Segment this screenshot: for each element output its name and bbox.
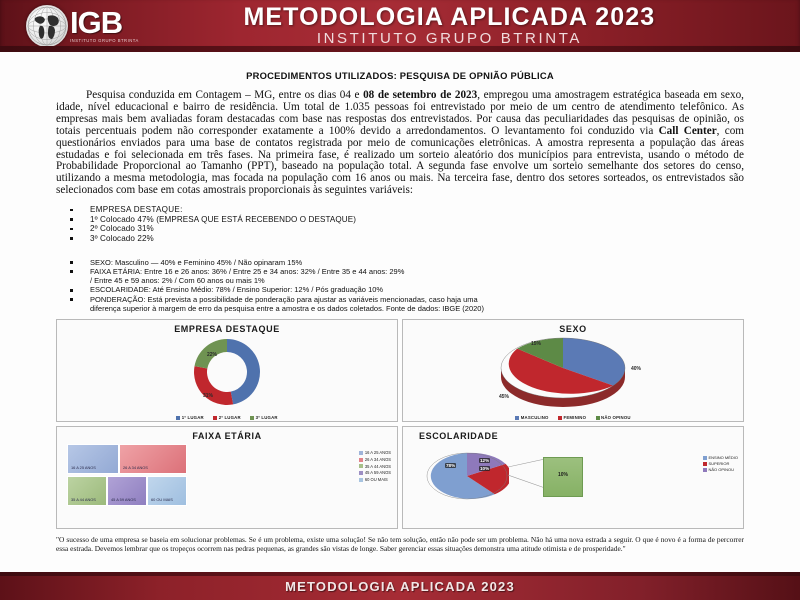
secondary-plot-bar: 10% (543, 457, 583, 498)
pie-label-2: 45% (499, 394, 510, 400)
treemap-cell: 45 A 59 ANOS (107, 476, 147, 507)
treemap-cell-label: 26 A 34 ANOS (123, 464, 148, 470)
treemap-cell: 26 A 34 ANOS (119, 444, 187, 475)
list-item-continuation: / Entre 45 e 59 anos: 2% / Com 60 anos o… (90, 276, 265, 286)
chart-legend: 16 A 25 ANOS 26 A 34 ANOS 35 A 44 ANOS 4… (359, 450, 391, 483)
treemap-cell-label: 16 A 25 ANOS (71, 464, 96, 470)
chart-plot-area: 16 A 25 ANOS 26 A 34 ANOS 35 A 44 ANOS 4… (57, 441, 397, 517)
list-item: 3º Colocado 22% (56, 234, 744, 244)
brand-logo: IGB INSTITUTO GRUPO BTRINTA (26, 5, 139, 47)
globe-icon (26, 5, 68, 47)
legend-item: FEMININO (558, 415, 586, 420)
chart-legend: MASCULINO FEMININO NÃO OPINOU (403, 415, 743, 420)
chart-title: FAIXA ETÁRIA (192, 431, 262, 442)
donut-label-3: 22% (207, 352, 218, 358)
pie-label-1: 78% (445, 463, 457, 469)
section-title: PROCEDIMENTOS UTILIZADOS: PESQUISA DE OP… (246, 70, 554, 81)
page-title: METODOLOGIA APLICADA 2023 (243, 3, 656, 31)
bullet-list-variaveis: SEXO: Masculino — 40% e Feminino 45% / N… (56, 258, 744, 314)
logo-initials: IGB (70, 5, 123, 40)
charts-grid: EMPRESA DESTAQUE 22% 31% (56, 319, 744, 530)
chart-plot-area: 78% 12% 10% 10% ENSINO MÉDIO SUPERIOR NÃ… (403, 441, 743, 517)
list-item: 1º Colocado 47% (EMPRESA QUE ESTÁ RECEBE… (56, 215, 744, 225)
legend-item: 45 A 59 ANOS (359, 470, 391, 477)
chart-title: SEXO (559, 324, 587, 335)
secondary-plot-label: 10% (557, 472, 568, 479)
pie-label-1: 40% (631, 366, 642, 372)
treemap-cell: 60 OU MAIS (147, 476, 187, 507)
legend-item: 26 A 34 ANOS (359, 457, 391, 464)
treemap-cell-label: 45 A 59 ANOS (111, 496, 136, 502)
legend-item: MASCULINO (515, 415, 548, 420)
chart-title: EMPRESA DESTAQUE (174, 324, 280, 335)
list-item-continuation: diferença superior à margem de erro da p… (90, 304, 484, 314)
treemap-cell: 35 A 44 ANOS (67, 476, 107, 507)
page-footer: METODOLOGIA APLICADA 2023 (0, 572, 800, 600)
closing-quote: "O sucesso de uma empresa se baseia em s… (56, 535, 744, 553)
pie3d-chart-svg: 15% 45% 40% (499, 338, 642, 408)
bullet-list-empresa: EMPRESA DESTAQUE: 1º Colocado 47% (EMPRE… (56, 205, 744, 243)
chart-escolaridade: ESCOLARIDADE (402, 426, 744, 530)
legend-item: 3º LUGAR (250, 415, 278, 420)
list-item: EMPRESA DESTAQUE: (56, 205, 744, 215)
document-content: PROCEDIMENTOS UTILIZADOS: PESQUISA DE OP… (0, 52, 800, 530)
chart-sexo: SEXO 15 (402, 319, 744, 423)
legend-item: 60 OU MAIS (359, 477, 391, 484)
page-subtitle: INSTITUTO GRUPO BTRINTA (316, 30, 582, 47)
list-item: 2º Colocado 31% (56, 224, 744, 234)
legend-item: NÃO OPINOU (595, 415, 631, 420)
header-title-block: METODOLOGIA APLICADA 2023 INSTITUTO GRUP… (139, 4, 760, 48)
list-item: SEXO: Masculino — 40% e Feminino 45% / N… (56, 258, 744, 267)
footer-title: METODOLOGIA APLICADA 2023 (285, 578, 515, 594)
pie-label-2: 12% (479, 458, 491, 464)
treemap-top-row: 16 A 25 ANOS 26 A 34 ANOS (67, 444, 187, 506)
legend-item: NÃO OPINOU (702, 467, 738, 473)
legend-item: 1º LUGAR (176, 415, 204, 420)
logo-subtitle: INSTITUTO GRUPO BTRINTA (70, 38, 139, 43)
page-header: IGB INSTITUTO GRUPO BTRINTA METODOLOGIA … (0, 0, 800, 52)
list-item: ESCOLARIDADE: Até Ensino Médio: 78% / En… (56, 285, 744, 294)
donut-chart-svg: 22% 31% (194, 339, 260, 406)
legend-item: SUPERIOR (702, 461, 738, 467)
chart-legend: 1º LUGAR 2º LUGAR 3º LUGAR (57, 415, 397, 420)
spacer (56, 244, 744, 250)
pie-of-pie-svg (426, 453, 509, 500)
legend-item: 2º LUGAR (213, 415, 241, 420)
legend-item: 35 A 44 ANOS (359, 464, 391, 471)
treemap-bottom-row: 35 A 44 ANOS 45 A 59 ANOS 60 OU MAIS (67, 476, 187, 507)
pie-label-3: 10% (479, 466, 491, 472)
legend-item: 16 A 25 ANOS (359, 450, 391, 457)
chart-title: ESCOLARIDADE (419, 431, 499, 442)
legend-item: ENSINO MÉDIO (702, 455, 738, 461)
treemap-cell-label: 60 OU MAIS (151, 496, 173, 502)
treemap-cell-label: 35 A 44 ANOS (71, 496, 96, 502)
list-item: FAIXA ETÁRIA: Entre 16 e 26 anos: 36% / … (56, 267, 744, 276)
methodology-paragraph: Pesquisa conduzida em Contagem – MG, ent… (56, 89, 744, 197)
chart-legend: ENSINO MÉDIO SUPERIOR NÃO OPINOU (702, 455, 738, 473)
chart-plot-area: 22% 31% (57, 334, 397, 410)
list-item: PONDERAÇÃO: Está prevista a possibilidad… (56, 295, 744, 304)
chart-faixa-etaria: FAIXA ETÁRIA 16 A 25 ANOS 26 A 34 ANOS 3… (56, 426, 398, 530)
donut-label-2: 31% (203, 393, 214, 399)
connector-lines (507, 459, 546, 489)
chart-empresa-destaque: EMPRESA DESTAQUE 22% 31% (56, 319, 398, 423)
treemap-cell: 16 A 25 ANOS (67, 444, 119, 475)
chart-plot-area: 15% 45% 40% (403, 334, 743, 410)
pie-label-3: 15% (531, 341, 542, 347)
